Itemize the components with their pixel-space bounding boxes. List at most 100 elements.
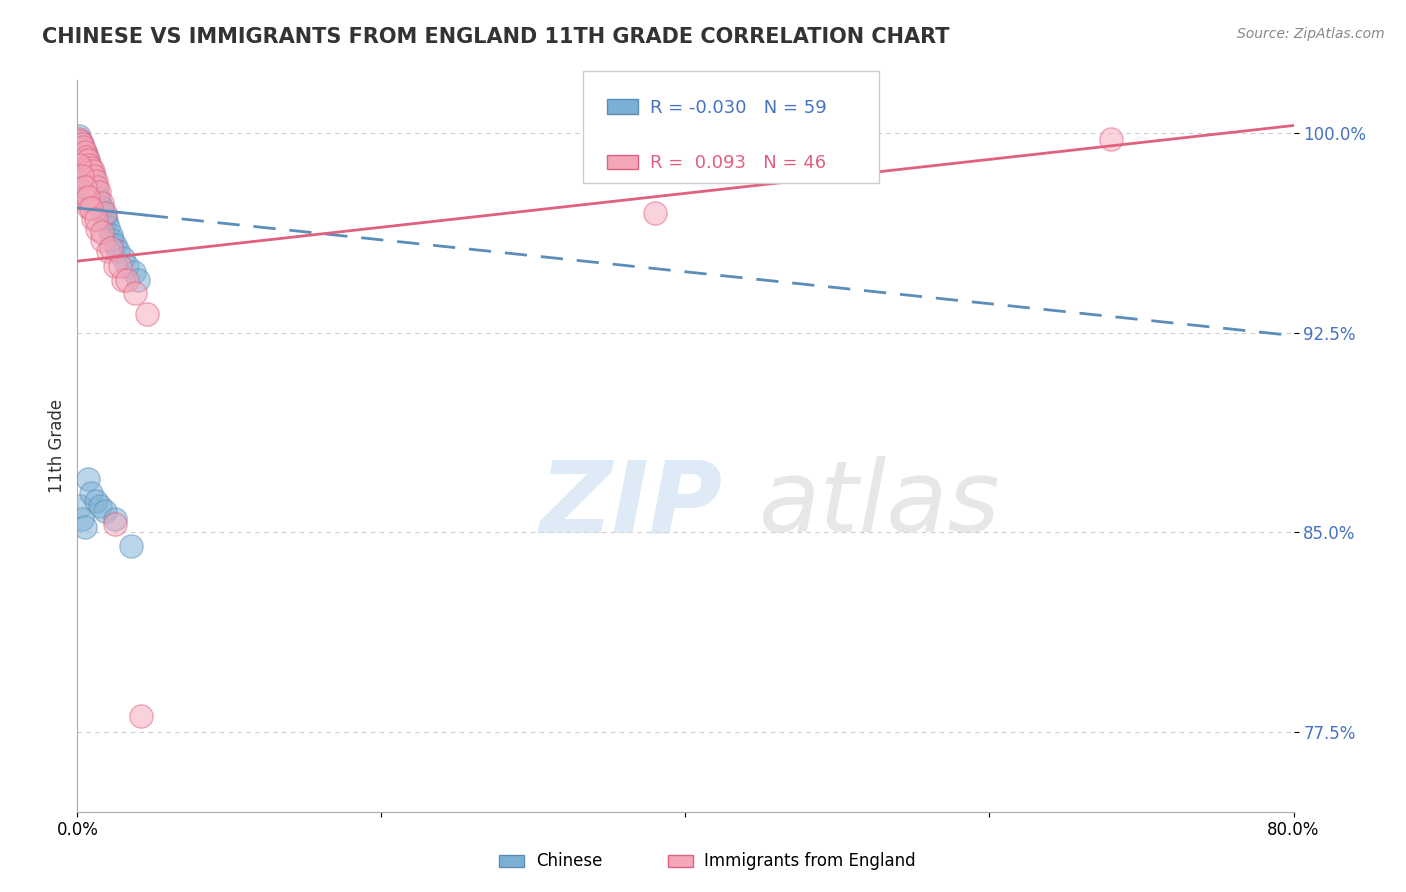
Point: [67, 158, 90, 172]
Point: [84, 195, 107, 210]
Point: [90, 225, 112, 239]
Point: [86, 222, 108, 236]
Text: Chinese: Chinese: [536, 852, 602, 870]
Point: [84, 493, 107, 508]
Point: [73, 145, 96, 160]
Point: [73, 179, 96, 194]
Point: [86, 187, 108, 202]
Point: [79, 201, 101, 215]
Point: [77, 472, 100, 486]
Point: [67, 137, 90, 152]
Text: Immigrants from England: Immigrants from England: [704, 852, 917, 870]
Point: [75, 147, 97, 161]
Point: [80, 163, 103, 178]
Point: [82, 211, 104, 226]
Point: [104, 260, 127, 274]
Point: [75, 150, 97, 164]
Point: [111, 273, 134, 287]
Point: [644, 206, 666, 220]
Point: [69, 135, 91, 149]
Point: [72, 155, 94, 169]
Point: [93, 504, 115, 518]
Point: [75, 179, 97, 194]
Point: [129, 709, 152, 723]
Y-axis label: 11th Grade: 11th Grade: [48, 399, 66, 493]
Point: [72, 169, 94, 183]
Point: [72, 140, 94, 154]
Point: [90, 233, 112, 247]
Point: [70, 512, 93, 526]
Point: [70, 137, 93, 152]
Point: [108, 260, 131, 274]
Point: [83, 169, 105, 183]
Point: [93, 206, 115, 220]
Point: [127, 273, 149, 287]
Point: [70, 174, 93, 188]
Text: ZIP: ZIP: [540, 456, 723, 553]
Point: [75, 163, 97, 178]
Point: [79, 158, 101, 172]
Point: [79, 158, 101, 172]
Point: [77, 153, 100, 167]
Point: [100, 227, 122, 242]
Point: [96, 214, 118, 228]
Point: [82, 185, 104, 199]
Point: [79, 174, 101, 188]
Point: [83, 174, 105, 188]
Point: [70, 161, 93, 175]
Point: [69, 174, 91, 188]
Point: [77, 169, 100, 183]
Point: [100, 241, 122, 255]
Point: [77, 190, 100, 204]
Point: [84, 174, 107, 188]
Point: [84, 211, 107, 226]
Point: [117, 273, 139, 287]
Point: [73, 174, 96, 188]
Point: [90, 195, 112, 210]
Point: [104, 238, 127, 252]
Point: [80, 161, 103, 175]
Point: [136, 307, 159, 321]
Point: [107, 244, 129, 258]
Point: [67, 145, 90, 160]
Point: [67, 158, 90, 172]
Text: R = -0.030   N = 59: R = -0.030 N = 59: [650, 99, 827, 117]
Point: [70, 137, 93, 152]
Point: [67, 132, 90, 146]
Point: [111, 252, 134, 266]
Point: [70, 169, 93, 183]
Point: [69, 145, 91, 160]
Point: [69, 143, 91, 157]
Point: [91, 206, 114, 220]
Point: [73, 145, 96, 160]
Point: [89, 198, 111, 212]
Text: Source: ZipAtlas.com: Source: ZipAtlas.com: [1237, 27, 1385, 41]
Point: [67, 129, 90, 144]
Point: [69, 169, 91, 183]
Point: [73, 161, 96, 175]
Point: [87, 185, 110, 199]
Point: [69, 158, 91, 172]
Point: [72, 143, 94, 157]
Point: [117, 260, 139, 274]
Point: [75, 193, 97, 207]
Text: R =  0.093   N = 46: R = 0.093 N = 46: [650, 154, 825, 172]
Text: CHINESE VS IMMIGRANTS FROM ENGLAND 11TH GRADE CORRELATION CHART: CHINESE VS IMMIGRANTS FROM ENGLAND 11TH …: [42, 27, 949, 46]
Point: [1099, 132, 1122, 146]
Point: [82, 163, 104, 178]
Point: [89, 499, 111, 513]
Point: [82, 169, 104, 183]
Point: [77, 185, 100, 199]
Point: [80, 485, 103, 500]
Point: [104, 517, 127, 532]
Point: [69, 499, 91, 513]
Point: [90, 201, 112, 215]
Point: [80, 201, 103, 215]
Point: [97, 244, 120, 258]
Point: [70, 147, 93, 161]
Point: [70, 147, 93, 161]
Point: [80, 179, 103, 194]
Point: [73, 520, 96, 534]
Point: [101, 233, 124, 247]
Point: [120, 539, 142, 553]
